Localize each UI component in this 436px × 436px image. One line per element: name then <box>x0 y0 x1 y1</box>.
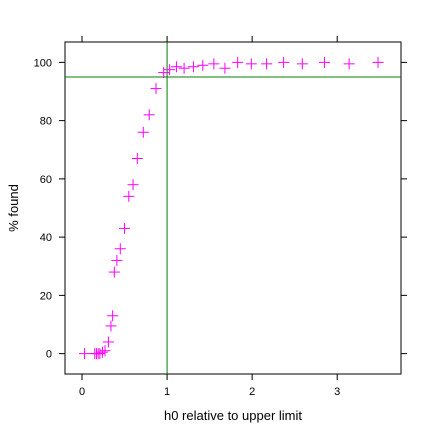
data-point <box>278 56 290 68</box>
x-tick-label: 2 <box>249 386 255 398</box>
y-tick-label: 60 <box>40 174 52 186</box>
y-tick-label: 40 <box>40 232 52 244</box>
y-tick-label: 20 <box>40 290 52 302</box>
plot-frame <box>64 41 402 375</box>
data-point <box>178 62 190 74</box>
data-point <box>343 58 355 70</box>
x-tick-label: 0 <box>79 386 85 398</box>
data-point <box>111 254 123 266</box>
data-point <box>108 266 120 278</box>
data-point <box>208 58 220 70</box>
data-point <box>131 152 143 164</box>
data-point <box>107 310 119 322</box>
data-point <box>143 109 155 121</box>
x-axis: 0 1 2 3 <box>79 36 340 398</box>
y-tick-label: 100 <box>34 57 52 69</box>
data-point <box>79 348 91 360</box>
x-tick-label: 1 <box>164 386 170 398</box>
data-point <box>197 59 209 71</box>
plot-area <box>64 41 402 375</box>
y-tick-label: 0 <box>46 349 52 361</box>
data-point <box>150 83 162 95</box>
data-point <box>96 346 108 358</box>
data-point <box>219 62 231 74</box>
data-point <box>114 243 126 255</box>
data-point <box>99 345 111 357</box>
data-point <box>245 58 257 70</box>
data-points <box>79 56 384 360</box>
data-point <box>164 64 176 76</box>
data-point <box>158 67 170 79</box>
data-point <box>261 58 273 70</box>
reference-lines <box>65 42 401 374</box>
y-tick-label: 80 <box>40 116 52 128</box>
data-point <box>296 58 308 70</box>
x-axis-label: h0 relative to upper limit <box>164 408 302 423</box>
data-point <box>119 222 131 234</box>
y-axis: 0 20 40 60 80 100 <box>34 57 407 361</box>
data-point <box>187 61 199 73</box>
data-point <box>137 126 149 138</box>
data-point <box>372 56 384 68</box>
data-point <box>232 56 244 68</box>
data-point <box>170 61 182 73</box>
data-point <box>318 56 330 68</box>
data-point <box>127 179 139 191</box>
y-axis-label: % found <box>6 184 21 232</box>
data-point <box>105 320 117 332</box>
x-tick-label: 3 <box>334 386 340 398</box>
data-point <box>123 190 135 202</box>
data-point <box>102 336 114 348</box>
data-point <box>94 348 106 360</box>
